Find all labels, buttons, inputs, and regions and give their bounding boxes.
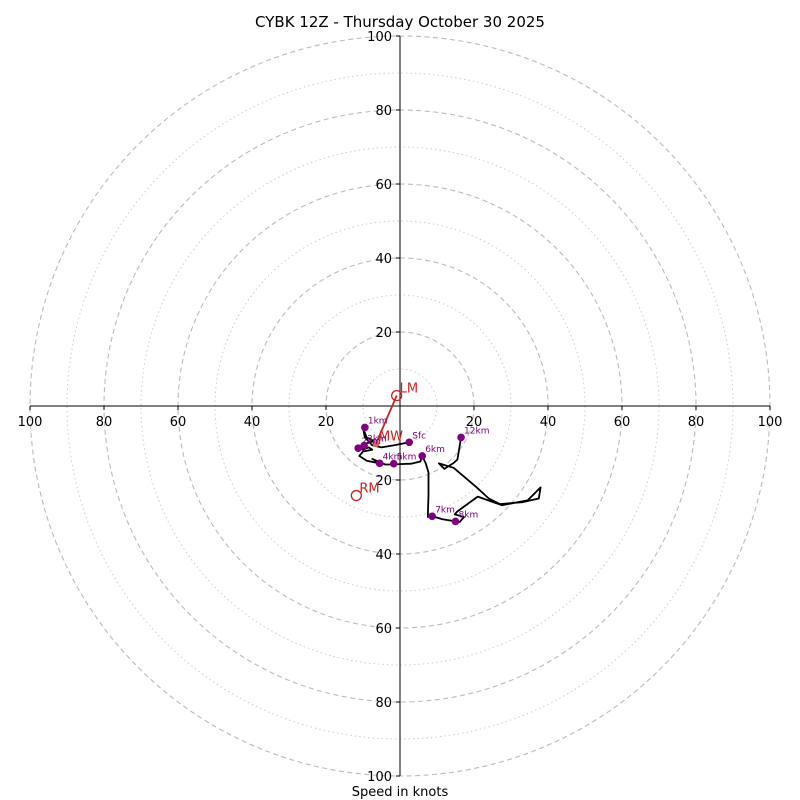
- height-marker-6km: [418, 452, 427, 460]
- x-tick-label: 100: [18, 415, 43, 430]
- y-tick-label: 20: [375, 326, 392, 341]
- height-marker-7km: [428, 512, 436, 521]
- x-axis-label: Speed in knots: [352, 785, 449, 800]
- storm-motion-lm-label: LM: [400, 382, 418, 397]
- height-marker-5km: [389, 459, 398, 468]
- storm-motion-lm-marker: [391, 389, 403, 402]
- storm-motion-mw-label: MW: [379, 430, 403, 445]
- y-tick-label: 80: [375, 696, 392, 711]
- height-label-8km: 8km: [459, 510, 479, 520]
- height-label-12km: 12km: [464, 426, 489, 436]
- axes: [30, 36, 770, 776]
- height-marker-8km: [451, 517, 460, 526]
- height-label-3km: 3km: [367, 435, 387, 445]
- y-tick-label: 100: [367, 30, 392, 45]
- y-tick-label: 80: [375, 104, 392, 119]
- y-tick-label: 40: [375, 548, 392, 563]
- height-label-1km: 1km: [368, 416, 388, 426]
- height-label-2km: 2km: [361, 437, 381, 447]
- x-tick-label: 20: [466, 415, 483, 430]
- height-marker-12km: [457, 433, 465, 442]
- y-tick-label: 40: [375, 252, 392, 267]
- height-label-7km: 7km: [435, 505, 455, 515]
- height-marker-2km: [354, 444, 362, 452]
- x-tick-label: 80: [96, 415, 113, 430]
- bunkers-shear-line: [375, 395, 398, 445]
- height-label-5km: 5km: [397, 453, 417, 463]
- y-tick-label: 20: [375, 474, 392, 489]
- storm-motion-mw-marker: [372, 440, 380, 448]
- height-marker-sfc: [405, 438, 414, 447]
- storm-motion-rm-marker: [350, 489, 362, 502]
- y-tick-label: 60: [375, 622, 392, 637]
- x-tick-label: 40: [540, 415, 557, 430]
- height-label-4km: 4km: [383, 452, 403, 462]
- x-tick-label: 40: [244, 415, 261, 430]
- height-marker-3km: [360, 441, 368, 450]
- tick-labels: 100 80 60 40 20 20 40 60 80 100 100 80 60 40 20 20 40 60 8…: [18, 30, 783, 785]
- height-label-6km: 6km: [425, 445, 445, 455]
- storm-motion-rm-label: RM: [359, 482, 379, 497]
- x-tick-label: 60: [170, 415, 187, 430]
- x-tick-label: 20: [318, 415, 335, 430]
- height-marker-4km: [375, 459, 384, 468]
- x-tick-label: 80: [688, 415, 705, 430]
- x-tick-label: 60: [614, 415, 631, 430]
- height-label-sfc: Sfc: [412, 431, 426, 441]
- storm-motion-group: LM RM MW: [350, 382, 418, 502]
- x-tick-label: 100: [758, 415, 783, 430]
- y-tick-label: 60: [375, 178, 392, 193]
- height-marker-1km: [361, 423, 369, 432]
- y-tick-label: 100: [367, 770, 392, 785]
- chart-title: CYBK 12Z - Thursday October 30 2025: [255, 13, 545, 31]
